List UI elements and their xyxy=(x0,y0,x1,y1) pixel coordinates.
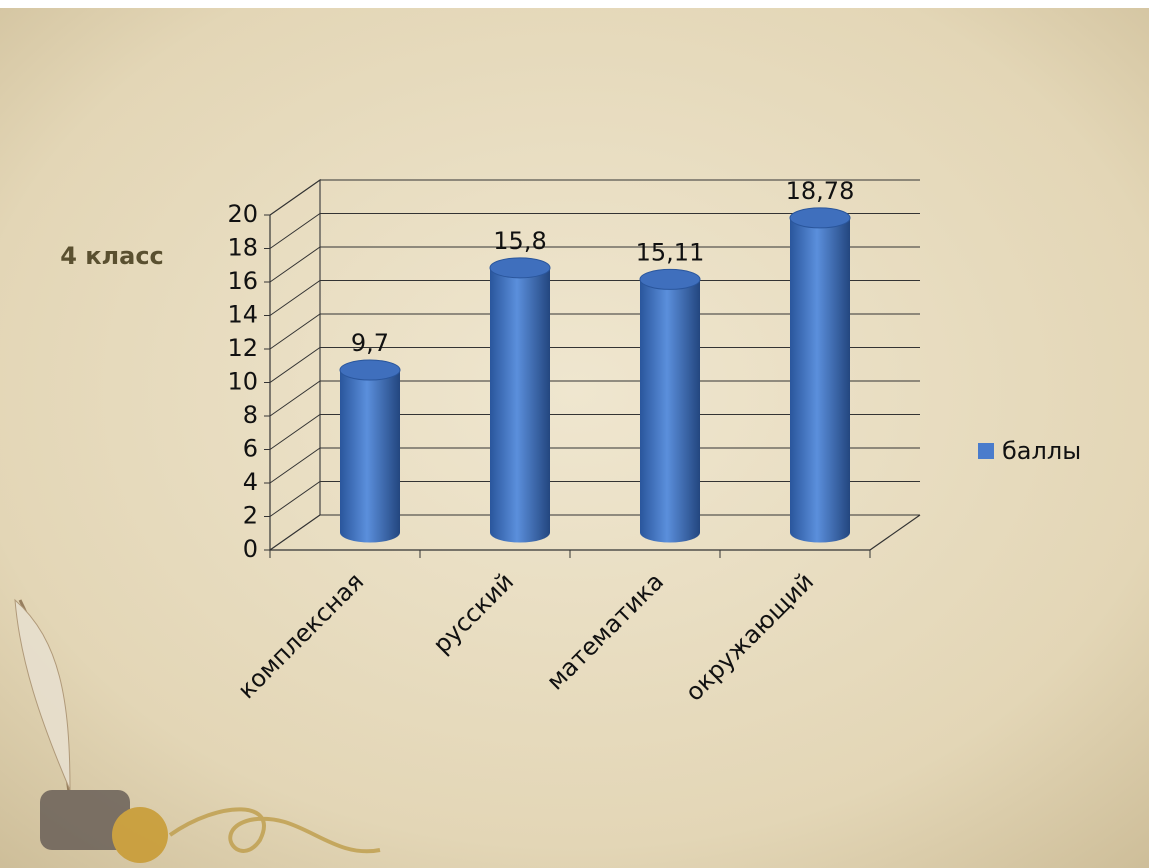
y-tick-label: 8 xyxy=(243,401,258,429)
bar xyxy=(339,359,401,543)
grid-line xyxy=(269,447,920,484)
grid-line xyxy=(269,313,920,350)
y-tick-label: 20 xyxy=(227,200,258,228)
bar-body xyxy=(490,267,550,543)
value-label: 18,78 xyxy=(786,177,855,205)
grid-line xyxy=(269,347,920,383)
bar-body xyxy=(340,370,400,543)
bar-top xyxy=(339,359,401,381)
grid-line xyxy=(269,380,920,417)
bar xyxy=(789,207,851,543)
value-label: 15,8 xyxy=(493,227,546,255)
bar xyxy=(639,268,701,543)
quill-decoration xyxy=(14,598,381,863)
grid-line xyxy=(269,246,920,283)
grid-line xyxy=(269,280,920,316)
grid-line xyxy=(269,481,920,517)
side-label: 4 класс xyxy=(60,242,164,270)
y-tick-label: 16 xyxy=(227,267,258,295)
y-tick-label: 18 xyxy=(227,234,258,262)
legend-swatch xyxy=(978,443,994,459)
y-tick-label: 4 xyxy=(243,468,258,496)
bar xyxy=(489,257,551,543)
value-label: 15,11 xyxy=(636,238,705,266)
legend-label: баллы xyxy=(1002,437,1081,465)
value-label: 9,7 xyxy=(351,329,389,357)
bar-top xyxy=(489,257,551,279)
top-strip xyxy=(0,0,1149,8)
bar-body xyxy=(640,279,700,543)
y-tick-label: 14 xyxy=(227,301,258,329)
y-tick-label: 10 xyxy=(227,368,258,396)
bar-top xyxy=(639,268,701,290)
grid-line xyxy=(269,514,920,551)
grid-line xyxy=(269,414,920,450)
grid-line xyxy=(269,179,920,216)
y-tick-label: 12 xyxy=(227,334,258,362)
grid-line xyxy=(269,213,920,249)
bar-top xyxy=(789,207,851,229)
bar-body xyxy=(790,217,850,543)
y-tick-label: 0 xyxy=(243,535,258,563)
y-tick-label: 2 xyxy=(243,502,258,530)
y-tick-label: 6 xyxy=(243,435,258,463)
